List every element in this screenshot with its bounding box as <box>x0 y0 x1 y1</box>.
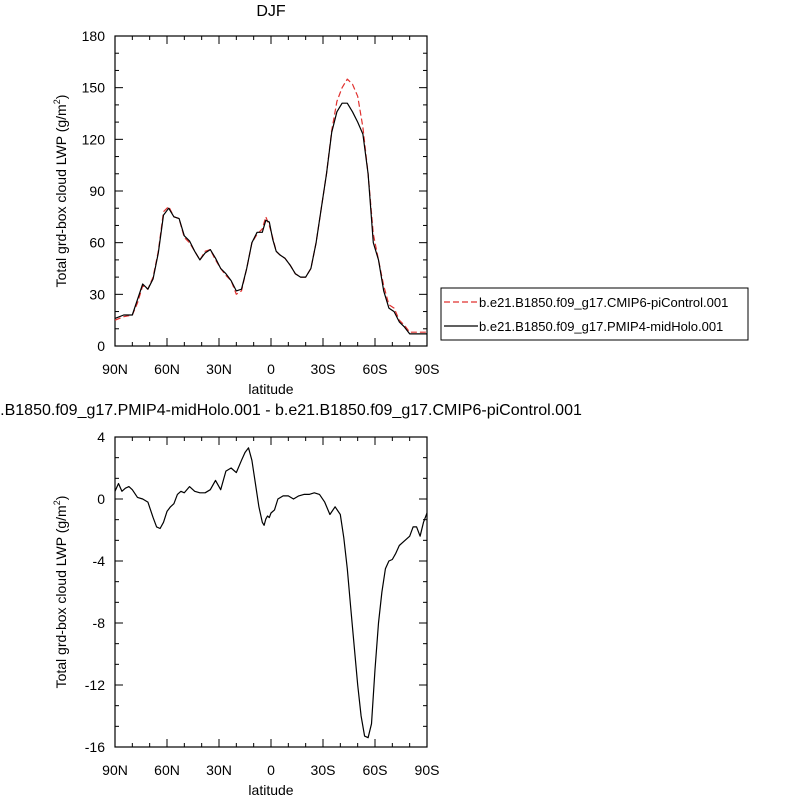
y-tick-label: 0 <box>97 338 105 354</box>
y-axis-label-sup: 2 <box>52 99 62 104</box>
y-axis-label-close: ) <box>53 496 69 501</box>
x-tick-label: 60N <box>154 361 180 377</box>
y-tick-label: 150 <box>82 80 106 96</box>
x-axis-label: latitude <box>248 782 293 798</box>
chart-panel-2: b.e21.B1850.f09_g17.PMIP4-midHolo.001 - … <box>0 402 582 798</box>
x-axis-label: latitude <box>248 381 293 397</box>
x-tick-label: 60S <box>363 361 388 377</box>
x-tick-label: 30S <box>311 762 336 778</box>
series-line-1 <box>114 78 427 333</box>
x-tick-label: 0 <box>267 361 275 377</box>
y-axis-label-text: Total grd-box cloud LWP (g/m <box>53 104 69 287</box>
y-axis-label-close: ) <box>53 95 69 100</box>
x-tick-label: 90N <box>102 762 128 778</box>
x-tick-label: 30N <box>206 361 232 377</box>
x-tick-label: 30S <box>311 361 336 377</box>
y-tick-label: 4 <box>97 429 105 445</box>
legend-label-2: b.e21.B1850.f09_g17.PMIP4-midHolo.001 <box>479 319 723 334</box>
y-axis-label: Total grd-box cloud LWP (g/m2) <box>52 95 69 288</box>
y-tick-label: 60 <box>89 235 105 251</box>
plot-frame <box>114 436 428 748</box>
y-tick-label: 0 <box>97 491 105 507</box>
y-tick-label: -16 <box>85 739 105 755</box>
chart-panel-1: DJF 90N 60N 30N 0 30S 60S 90S 0 30 60 90 120 150 180 la… <box>52 3 749 397</box>
x-tick-label: 30N <box>206 762 232 778</box>
y-tick-label: -12 <box>85 677 105 693</box>
y-tick-label: 90 <box>89 183 105 199</box>
y-tick-label: 120 <box>82 131 106 147</box>
series-line-2 <box>114 102 427 335</box>
plot-frame <box>114 35 428 347</box>
chart-title: b.e21.B1850.f09_g17.PMIP4-midHolo.001 - … <box>0 402 582 419</box>
y-axis-label-sup: 2 <box>52 500 62 505</box>
y-tick-label: 30 <box>89 286 105 302</box>
x-tick-label: 90S <box>415 762 440 778</box>
legend: b.e21.B1850.f09_g17.CMIP6-piControl.001b… <box>440 287 749 341</box>
y-axis-label-text: Total grd-box cloud LWP (g/m <box>53 505 69 688</box>
x-tick-label: 0 <box>267 762 275 778</box>
x-tick-label: 90N <box>102 361 128 377</box>
y-axis-label: Total grd-box cloud LWP (g/m2) <box>52 496 69 689</box>
legend-box <box>440 287 749 341</box>
legend-label-1: b.e21.B1850.f09_g17.CMIP6-piControl.001 <box>479 295 728 310</box>
x-tick-label: 90S <box>415 361 440 377</box>
y-tick-label: -4 <box>93 553 106 569</box>
y-tick-label: 180 <box>82 28 106 44</box>
x-tick-label: 60N <box>154 762 180 778</box>
series-line-1 <box>114 447 428 739</box>
chart-title: DJF <box>256 3 286 20</box>
x-tick-label: 60S <box>363 762 388 778</box>
y-tick-label: -8 <box>93 615 106 631</box>
